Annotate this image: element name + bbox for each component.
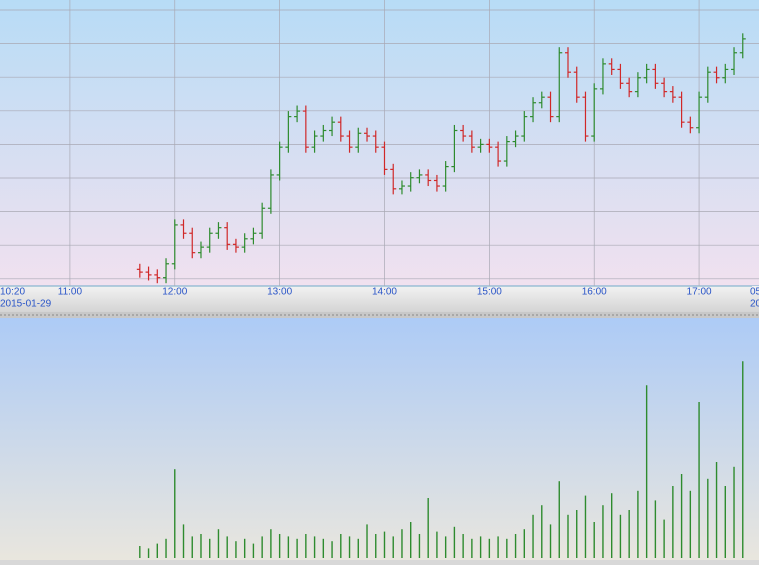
x-tick-label: 17:00 xyxy=(687,287,712,298)
x-tick-label: 11:00 xyxy=(58,287,83,298)
volume-panel xyxy=(0,318,759,560)
splitter xyxy=(0,312,759,318)
x-tick-label: 13:00 xyxy=(267,287,292,298)
x-tick-label: 12:00 xyxy=(162,287,187,298)
x-tick-label: 16:00 xyxy=(582,287,607,298)
x-tick-label: 15:00 xyxy=(477,287,502,298)
date-label: 20 xyxy=(750,299,759,310)
x-edge-label: 05 xyxy=(750,287,759,298)
price-panel xyxy=(0,0,759,286)
x-tick-label: 14:00 xyxy=(372,287,397,298)
date-label: 2015-01-29 xyxy=(0,299,52,310)
time-axis xyxy=(0,286,759,312)
x-tick-label: 10:20 xyxy=(0,287,25,298)
axis-edge xyxy=(752,286,759,312)
bottom-edge xyxy=(0,560,759,565)
